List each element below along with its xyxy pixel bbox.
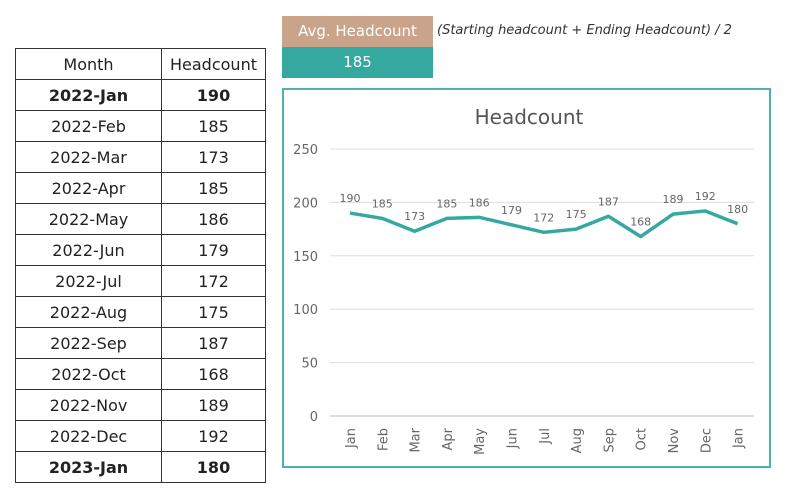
month-cell: 2022-Oct [15, 358, 162, 390]
table-row: 2022-Jun 179 [15, 234, 266, 266]
headcount-chart: Headcount 0 50 100 150 200 250 Jan Feb Mar Apr May… [282, 88, 771, 468]
month-cell: 2022-Apr [15, 172, 162, 204]
data-label: 173 [404, 210, 425, 223]
month-cell: 2022-Jul [15, 265, 162, 297]
month-cell: 2022-Mar [15, 141, 162, 173]
x-tick-label: Oct [635, 428, 650, 450]
table-row: 2022-Feb 185 [15, 110, 266, 142]
month-cell: 2022-May [15, 203, 162, 235]
series-line [349, 209, 739, 239]
avg-headcount-label: Avg. Headcount [282, 16, 433, 47]
table-row: 2022-Nov 189 [15, 389, 266, 421]
month-cell: 2022-Jun [15, 234, 162, 266]
data-label: 180 [727, 203, 748, 216]
month-cell: 2022-Nov [15, 389, 162, 421]
chart-svg: Headcount 0 50 100 150 200 250 Jan Feb Mar Apr May… [293, 105, 754, 455]
data-label: 185 [436, 197, 457, 210]
data-label: 185 [372, 197, 393, 210]
x-tick-label: Aug [570, 428, 585, 453]
month-cell: 2023-Jan [15, 451, 162, 483]
avg-headcount-value: 185 [282, 47, 433, 78]
x-tick-label: Jan [344, 428, 359, 449]
headcount-cell: 189 [161, 389, 266, 421]
y-tick-label: 150 [293, 250, 318, 265]
month-cell: 2022-Jan [15, 79, 162, 111]
chart-title: Headcount [475, 105, 584, 129]
data-label: 179 [501, 204, 522, 217]
header-headcount: Headcount [161, 48, 266, 80]
avg-formula-note: (Starting headcount + Ending Headcount) … [437, 23, 732, 38]
table-row: 2022-Jan 190 [15, 79, 266, 111]
headcount-cell: 168 [161, 358, 266, 390]
x-tick-label: Mar [409, 427, 424, 452]
x-tick-label: Jul [538, 428, 553, 445]
headcount-cell: 180 [161, 451, 266, 483]
table-row: 2022-Jul 172 [15, 265, 266, 297]
x-tick-label: Jan [732, 428, 747, 449]
table-row: 2022-Aug 175 [15, 296, 266, 328]
y-tick-label: 50 [301, 357, 318, 372]
header-month: Month [15, 48, 162, 80]
data-label: 186 [469, 196, 490, 209]
table-row: 2022-Oct 168 [15, 358, 266, 390]
y-tick-label: 200 [293, 196, 318, 211]
data-label: 192 [695, 190, 716, 203]
month-cell: 2022-Feb [15, 110, 162, 142]
headcount-cell: 190 [161, 79, 266, 111]
x-tick-label: Nov [667, 428, 682, 454]
data-label: 175 [566, 208, 587, 221]
table-row: 2022-Apr 185 [15, 172, 266, 204]
x-tick-label: Sep [602, 428, 617, 453]
y-tick-label: 250 [293, 143, 318, 158]
table-row: 2022-Dec 192 [15, 420, 266, 452]
headcount-cell: 187 [161, 327, 266, 359]
month-cell: 2022-Aug [15, 296, 162, 328]
data-label: 189 [663, 193, 684, 206]
headcount-table: Month Headcount 2022-Jan 190 2022-Feb 185 20… [15, 48, 266, 483]
headcount-cell: 185 [161, 172, 266, 204]
y-tick-label: 0 [310, 410, 318, 425]
table-row: 2023-Jan 180 [15, 451, 266, 483]
x-tick-label: Dec [699, 428, 714, 453]
x-tick-label: Apr [441, 427, 456, 450]
table-row: 2022-Sep 187 [15, 327, 266, 359]
headcount-cell: 179 [161, 234, 266, 266]
x-tick-label: May [473, 428, 488, 455]
headcount-cell: 173 [161, 141, 266, 173]
y-tick-label: 100 [293, 303, 318, 318]
table-row: 2022-Mar 173 [15, 141, 266, 173]
headcount-cell: 172 [161, 265, 266, 297]
data-label: 190 [340, 192, 361, 205]
table-row: 2022-May 186 [15, 203, 266, 235]
headcount-cell: 186 [161, 203, 266, 235]
month-cell: 2022-Sep [15, 327, 162, 359]
month-cell: 2022-Dec [15, 420, 162, 452]
data-label: 172 [533, 211, 554, 224]
headcount-cell: 185 [161, 110, 266, 142]
x-tick-label: Feb [376, 428, 391, 451]
headcount-cell: 175 [161, 296, 266, 328]
headcount-cell: 192 [161, 420, 266, 452]
data-label: 187 [598, 195, 619, 208]
data-label: 168 [630, 216, 651, 229]
x-tick-label: Jun [506, 428, 521, 449]
